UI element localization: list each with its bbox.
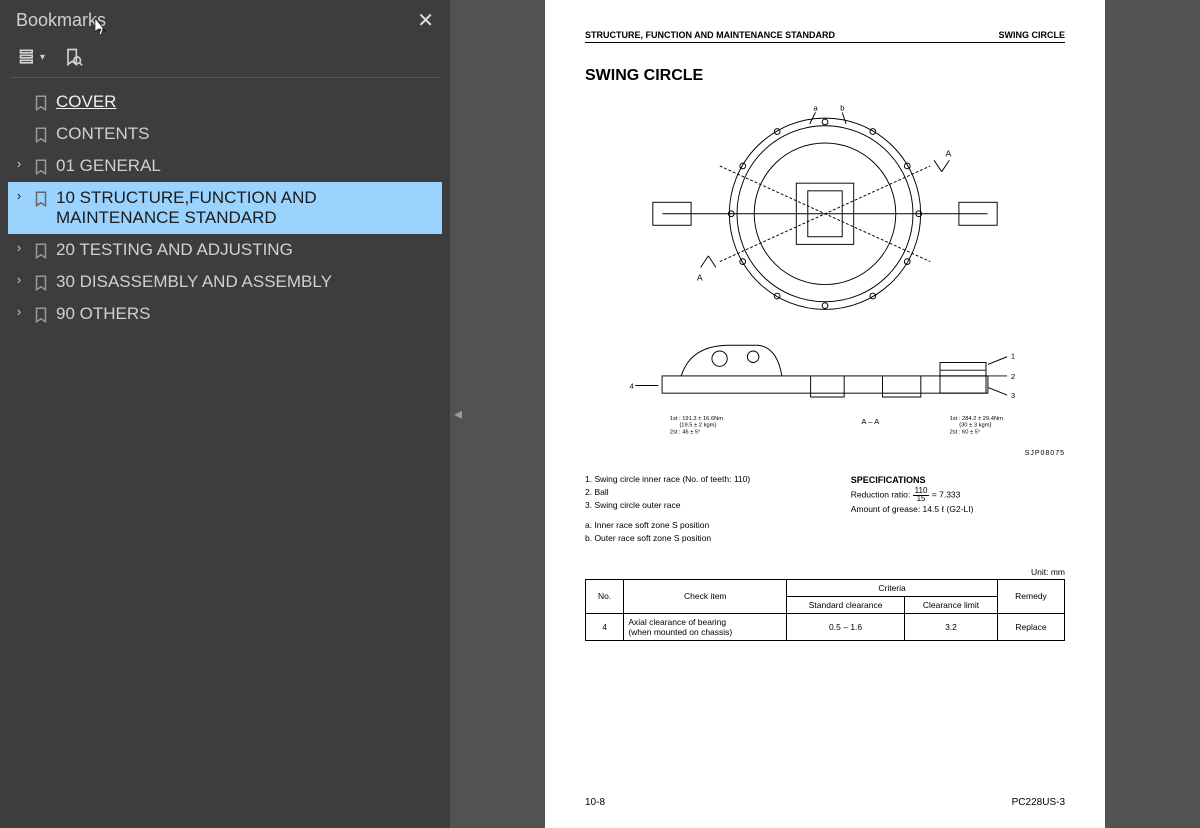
bookmark-label: 01 GENERAL	[56, 156, 438, 176]
svg-text:1st : 284.2 ± 29.4Nm: 1st : 284.2 ± 29.4Nm	[950, 416, 1004, 422]
chevron-down-icon: ▾	[40, 52, 45, 63]
svg-text:{19.5 ± 2 kgm}: {19.5 ± 2 kgm}	[679, 423, 716, 429]
bookmarks-toolbar: ▾	[0, 41, 450, 77]
bookmark-icon	[32, 274, 50, 292]
expand-chevron-icon[interactable]: ›	[12, 240, 26, 255]
bookmark-icon	[32, 190, 50, 208]
bookmark-find-icon[interactable]	[63, 47, 83, 67]
bookmark-icon	[32, 94, 50, 112]
close-icon[interactable]: ✕	[417, 8, 434, 33]
criteria-table: No. Check item Criteria Remedy Standard …	[585, 579, 1065, 641]
legend-line: 1. Swing circle inner race (No. of teeth…	[585, 473, 821, 486]
svg-text:{30 ± 3 kgm}: {30 ± 3 kgm}	[959, 423, 991, 429]
collapse-panel-icon[interactable]: ◂	[454, 404, 462, 424]
bookmark-label: 90 OTHERS	[56, 304, 438, 324]
bookmark-item-structure[interactable]: › 10 STRUCTURE,FUNCTION AND MAINTENANCE …	[8, 182, 442, 234]
col-std: Standard clearance	[787, 596, 905, 613]
legend-line: 2. Ball	[585, 486, 821, 499]
cell-std: 0.5 – 1.6	[787, 613, 905, 640]
section-label: A – A	[861, 417, 880, 426]
bookmark-label: 20 TESTING AND ADJUSTING	[56, 240, 438, 260]
footer-right: PC228US-3	[1012, 797, 1065, 808]
bookmark-icon	[32, 242, 50, 260]
legend-line: 3. Swing circle outer race	[585, 499, 821, 512]
bookmark-label: COVER	[56, 92, 438, 112]
bookmark-item-disassembly[interactable]: › 30 DISASSEMBLY AND ASSEMBLY	[8, 266, 442, 298]
cell-check: Axial clearance of bearing(when mounted …	[624, 613, 787, 640]
document-page: STRUCTURE, FUNCTION AND MAINTENANCE STAN…	[545, 0, 1105, 828]
col-remedy: Remedy	[997, 579, 1064, 613]
expand-chevron-icon[interactable]: ›	[12, 156, 26, 171]
svg-text:4: 4	[630, 381, 635, 390]
legend-line: b. Outer race soft zone S position	[585, 532, 821, 545]
bookmark-icon	[32, 158, 50, 176]
page-title: SWING CIRCLE	[585, 67, 1065, 85]
bookmark-label: CONTENTS	[56, 124, 438, 144]
legend: 1. Swing circle inner race (No. of teeth…	[585, 473, 821, 545]
expand-chevron-icon[interactable]: ›	[12, 188, 26, 203]
svg-text:2: 2	[1011, 372, 1015, 381]
page-header: STRUCTURE, FUNCTION AND MAINTENANCE STAN…	[585, 30, 1065, 43]
expand-chevron-icon[interactable]: ›	[12, 272, 26, 287]
bookmark-item-general[interactable]: › 01 GENERAL	[8, 150, 442, 182]
legend-and-spec: 1. Swing circle inner race (No. of teeth…	[585, 473, 1065, 545]
bookmark-list[interactable]: › COVER › CONTENTS › 01 GENERAL › 10 STR…	[0, 84, 450, 828]
spec-title: SPECIFICATIONS	[851, 473, 1065, 487]
expand-chevron-icon[interactable]: ›	[12, 304, 26, 319]
bookmark-item-testing[interactable]: › 20 TESTING AND ADJUSTING	[8, 234, 442, 266]
figure-top: a b A A	[585, 99, 1065, 324]
table-header-row: No. Check item Criteria Remedy	[586, 579, 1065, 596]
legend-line: a. Inner race soft zone S position	[585, 519, 821, 532]
figure-id: SJP08075	[585, 450, 1065, 457]
spec-ratio: Reduction ratio: 11015 = 7.333	[851, 487, 1065, 503]
document-viewport[interactable]: STRUCTURE, FUNCTION AND MAINTENANCE STAN…	[450, 0, 1200, 828]
footer-left: 10-8	[585, 797, 605, 808]
svg-text:b: b	[840, 103, 844, 112]
figure-section: 4 1 2 3 A – A 1st : 191.3 ± 16.6Nm {19.5…	[585, 328, 1065, 457]
svg-text:A: A	[697, 273, 703, 283]
bookmark-item-others[interactable]: › 90 OTHERS	[8, 298, 442, 330]
svg-text:2st : 46 ± 5°: 2st : 46 ± 5°	[670, 429, 701, 435]
svg-text:3: 3	[1011, 391, 1015, 400]
unit-label: Unit: mm	[585, 567, 1065, 577]
bookmark-item-cover[interactable]: › COVER	[8, 86, 442, 118]
col-limit: Clearance limit	[905, 596, 998, 613]
svg-text:A: A	[946, 148, 952, 158]
divider	[10, 77, 440, 78]
bookmark-item-contents[interactable]: › CONTENTS	[8, 118, 442, 150]
bookmark-icon	[32, 306, 50, 324]
col-check: Check item	[624, 579, 787, 613]
cell-remedy: Replace	[997, 613, 1064, 640]
bookmark-icon	[32, 126, 50, 144]
svg-text:1st : 191.3 ± 16.6Nm: 1st : 191.3 ± 16.6Nm	[670, 416, 724, 422]
table-row: 4 Axial clearance of bearing(when mounte…	[586, 613, 1065, 640]
svg-text:2st : 60 ± 5°: 2st : 60 ± 5°	[950, 429, 981, 435]
bookmarks-header: Bookmarks ✕	[0, 0, 450, 41]
svg-text:a: a	[814, 103, 819, 112]
header-left: STRUCTURE, FUNCTION AND MAINTENANCE STAN…	[585, 30, 835, 40]
cell-limit: 3.2	[905, 613, 998, 640]
svg-text:1: 1	[1011, 352, 1015, 361]
page-footer: 10-8 PC228US-3	[585, 777, 1065, 808]
col-criteria: Criteria	[787, 579, 998, 596]
options-button[interactable]: ▾	[18, 47, 45, 67]
bookmark-label: 10 STRUCTURE,FUNCTION AND MAINTENANCE ST…	[56, 188, 438, 228]
header-right: SWING CIRCLE	[999, 30, 1066, 40]
bookmark-label: 30 DISASSEMBLY AND ASSEMBLY	[56, 272, 438, 292]
col-no: No.	[586, 579, 624, 613]
cell-no: 4	[586, 613, 624, 640]
spec-grease: Amount of grease: 14.5 ℓ (G2-LI)	[851, 503, 1065, 517]
specifications: SPECIFICATIONS Reduction ratio: 11015 = …	[851, 473, 1065, 545]
bookmarks-panel: Bookmarks ✕ ▾ › COVER ›	[0, 0, 450, 828]
